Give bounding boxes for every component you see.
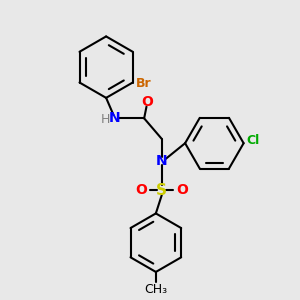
Text: O: O <box>176 183 188 197</box>
Text: Cl: Cl <box>246 134 259 147</box>
Text: O: O <box>141 95 153 109</box>
Text: N: N <box>156 154 167 168</box>
Text: CH₃: CH₃ <box>144 283 167 296</box>
Text: N: N <box>109 111 121 125</box>
Text: O: O <box>136 183 148 197</box>
Text: H: H <box>101 113 110 126</box>
Text: S: S <box>156 182 167 197</box>
Text: Br: Br <box>136 77 151 91</box>
